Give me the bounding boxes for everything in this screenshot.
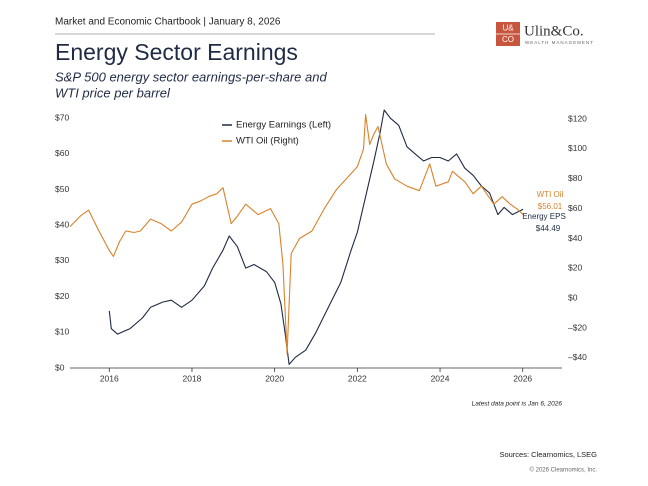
y-tick-label: $50 <box>55 184 69 194</box>
y2-tick-label: –$20 <box>568 322 587 332</box>
annotation: WTI Oil <box>537 190 564 199</box>
logo-mark: U& <box>502 24 514 33</box>
y-tick-label: $0 <box>55 362 65 372</box>
y2-tick-label: $20 <box>568 263 582 273</box>
x-tick-label: 2016 <box>100 373 119 383</box>
series-line <box>69 114 524 355</box>
series-line <box>108 109 524 365</box>
logo-name: Ulin&Co. <box>524 23 584 39</box>
y2-tick-label: $100 <box>568 143 587 153</box>
y2-tick-label: $0 <box>568 293 578 303</box>
x-tick-label: 2020 <box>265 373 284 383</box>
y-tick-label: $60 <box>55 148 69 158</box>
annotation: $56.01 <box>538 202 563 211</box>
y2-tick-label: $40 <box>568 233 582 243</box>
logo-tagline: WEALTH MANAGEMENT <box>525 40 594 45</box>
chart-subtitle: WTI price per barrel <box>55 85 171 100</box>
y2-tick-label: $80 <box>568 173 582 183</box>
legend-label: Energy Earnings (Left) <box>236 120 331 131</box>
x-tick-label: 2022 <box>348 373 367 383</box>
y-tick-label: $40 <box>55 220 69 230</box>
annotation: $44.49 <box>536 224 561 233</box>
annotation: Energy EPS <box>522 212 566 221</box>
y-tick-label: $20 <box>55 291 69 301</box>
y2-tick-label: –$40 <box>568 352 587 362</box>
y-tick-label: $10 <box>55 327 69 337</box>
y2-tick-label: $120 <box>568 113 587 123</box>
chart-title: Energy Sector Earnings <box>55 39 298 65</box>
sources: Sources: Clearnomics, LSEG <box>499 450 597 459</box>
note: Latest data point is Jan 6, 2026 <box>472 401 563 408</box>
logo-mark: CO <box>502 35 514 44</box>
x-tick-label: 2018 <box>183 373 202 383</box>
chart-subtitle: S&P 500 energy sector earnings-per-share… <box>55 69 327 84</box>
x-tick-label: 2024 <box>431 373 450 383</box>
copyright: © 2026 Clearnomics, Inc. <box>530 467 598 474</box>
chartbook-header: Market and Economic Chartbook | January … <box>55 17 281 28</box>
legend-label: WTI Oil (Right) <box>236 136 299 147</box>
x-tick-label: 2026 <box>513 373 532 383</box>
y2-tick-label: $60 <box>568 203 582 213</box>
y-tick-label: $70 <box>55 112 69 122</box>
y-tick-label: $30 <box>55 255 69 265</box>
